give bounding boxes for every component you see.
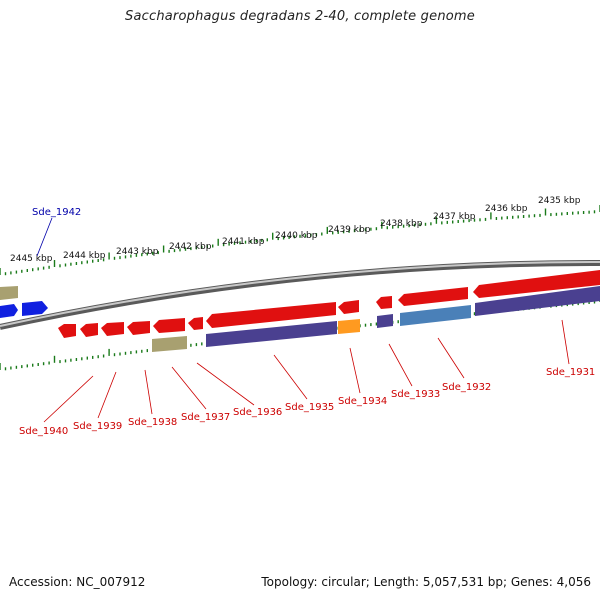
gene-label-sde-1935: Sde_1935 [285, 402, 334, 413]
gene-red-3 [101, 322, 124, 336]
tick-label: 2444 kbp [63, 251, 106, 261]
forward-genes [0, 286, 48, 318]
gene-label-sde-1932: Sde_1932 [442, 382, 491, 393]
gene-red-10 [398, 287, 468, 306]
gene-label-sde-1936: Sde_1936 [233, 407, 282, 418]
tick-label: 2443 kbp [116, 247, 159, 257]
gene-label-sde-1942: Sde_1942 [32, 207, 81, 218]
tick-label: 2437 kbp [433, 212, 476, 222]
feature-olive [152, 336, 187, 352]
gene-red-7 [206, 302, 336, 328]
gene-blue-2 [22, 301, 48, 316]
leader-line [144, 369, 153, 415]
gene-olive-forward [0, 286, 18, 300]
gene-label-sde-1938: Sde_1938 [128, 417, 177, 428]
reverse-gene-labels: Sde_1940 Sde_1939 Sde_1938 Sde_1937 Sde_… [19, 319, 595, 437]
gene-red-6 [188, 317, 203, 330]
gene-label-sde-1940: Sde_1940 [19, 426, 68, 437]
accession-text: Accession: NC_007912 [9, 575, 146, 589]
lower-features [152, 286, 600, 352]
scale-labels: 2435 kbp 2436 kbp 2437 kbp 2438 kbp 2439… [10, 196, 581, 264]
gene-label-sde-1939: Sde_1939 [73, 421, 122, 432]
tick-label: 2435 kbp [538, 196, 581, 206]
feature-purple-1 [206, 321, 337, 347]
genome-backbone-highlight [0, 260, 600, 327]
gene-red-4 [127, 321, 150, 335]
gene-label-sde-1934: Sde_1934 [338, 396, 387, 407]
tick-label: 2438 kbp [380, 219, 423, 229]
feature-steelblue [400, 305, 471, 326]
leader-line [196, 362, 255, 406]
leader-line [273, 354, 308, 400]
gene-label-sde-1937: Sde_1937 [181, 412, 230, 423]
leader-line [349, 347, 361, 394]
tick-label: 2442 kbp [169, 242, 212, 252]
leader-line [388, 343, 413, 387]
gene-red-2 [80, 323, 98, 337]
reverse-genes [58, 270, 600, 338]
gene-blue-1 [0, 304, 18, 318]
leader-line [171, 366, 207, 410]
forward-gene-labels: Sde_1942 [32, 207, 81, 257]
genome-title: Saccharophagus degradans 2-40, complete … [125, 9, 475, 24]
tick-label: 2440 kbp [275, 231, 318, 241]
gene-label-sde-1933: Sde_1933 [391, 389, 440, 400]
gene-red-8 [338, 300, 359, 314]
leader-line [36, 217, 53, 257]
scale-track-top [0, 205, 600, 276]
gene-red-1 [58, 324, 76, 338]
feature-purple-3 [475, 286, 600, 316]
leader-line [43, 375, 94, 423]
tick-label: 2441 kbp [222, 237, 265, 247]
gene-red-11 [473, 270, 600, 298]
tick-label: 2445 kbp [10, 254, 53, 264]
gene-label-sde-1931: Sde_1931 [546, 367, 595, 378]
leader-line [97, 371, 117, 419]
topology-text: Topology: circular; Length: 5,057,531 bp… [261, 575, 591, 589]
tick-label: 2439 kbp [328, 225, 371, 235]
genome-backbone [0, 259, 600, 330]
feature-orange [338, 319, 360, 334]
tick-label: 2436 kbp [485, 204, 528, 214]
feature-purple-2 [377, 314, 393, 328]
gene-red-5 [153, 318, 185, 333]
leader-line [437, 337, 465, 379]
gene-red-9 [376, 296, 392, 309]
leader-line [561, 319, 570, 365]
